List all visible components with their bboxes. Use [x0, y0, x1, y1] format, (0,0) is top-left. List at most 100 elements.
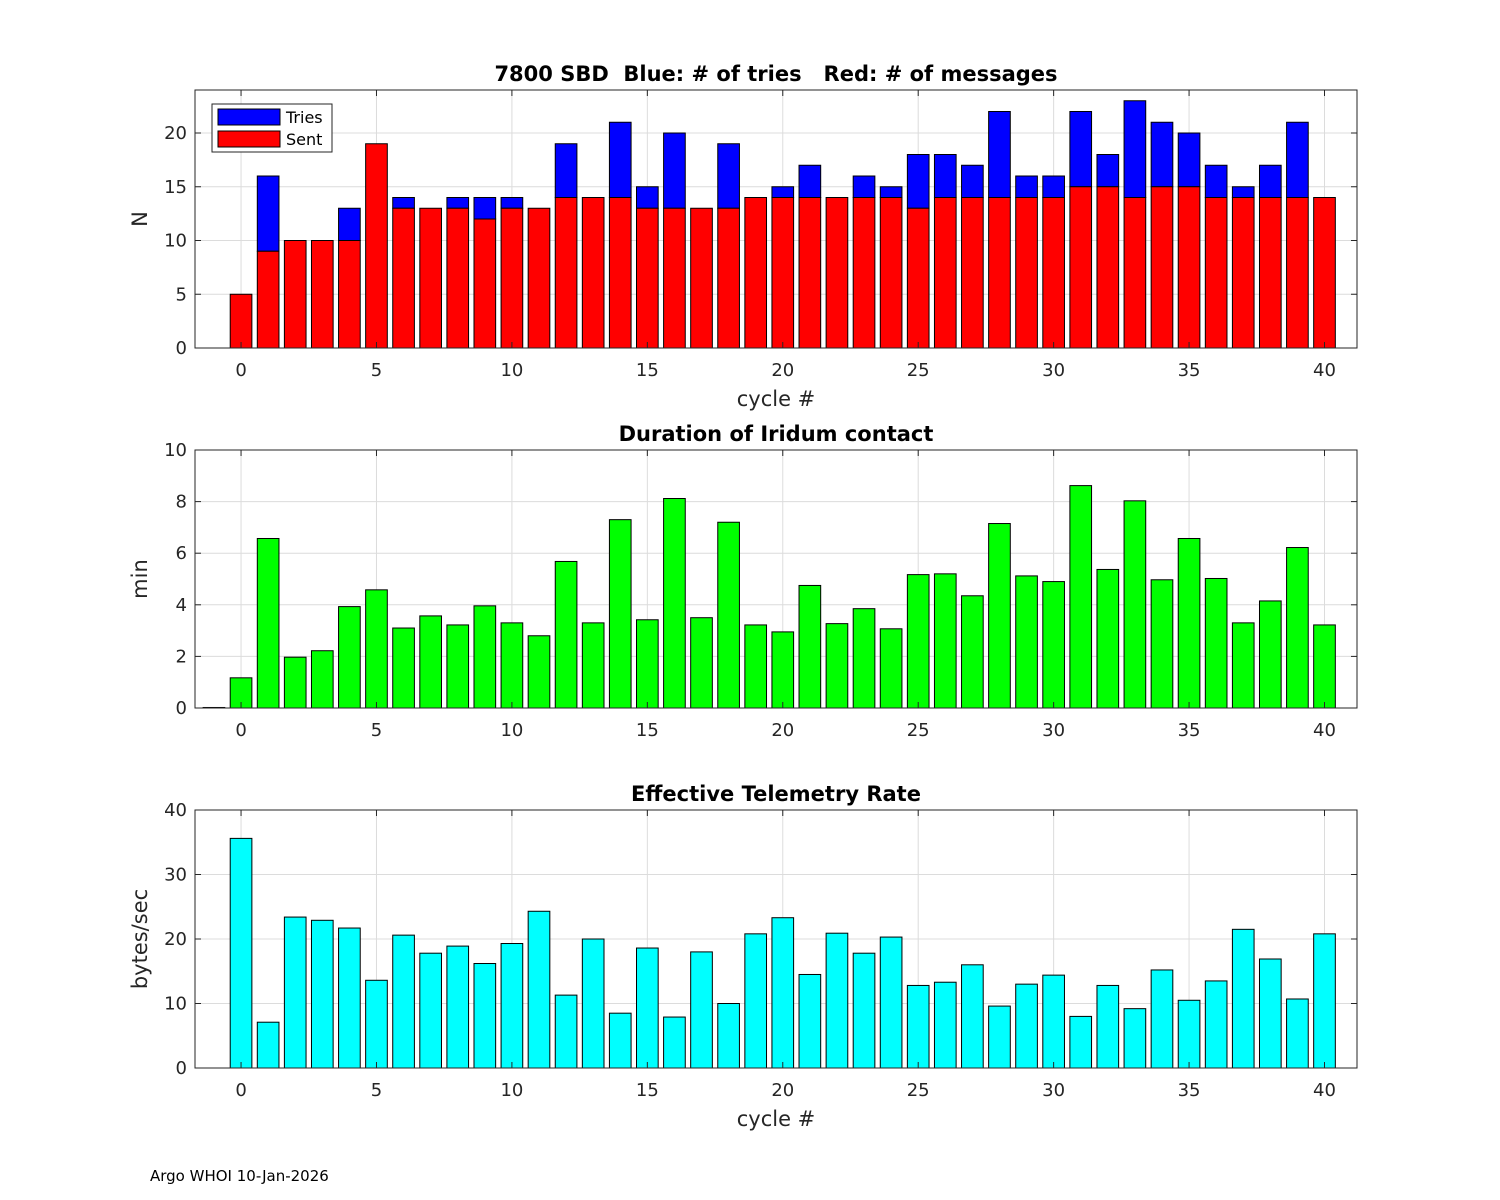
- bar-tries-9: [473, 197, 497, 220]
- bar-37: [1231, 928, 1255, 1069]
- x-tick-label: 0: [235, 720, 246, 741]
- bar-2: [283, 656, 307, 709]
- chart-title: Effective Telemetry Rate: [631, 782, 921, 806]
- bar-sent-1: [256, 250, 280, 349]
- bar-sent-22: [825, 197, 849, 349]
- x-tick-label: 40: [1313, 1080, 1336, 1101]
- bar-40: [1313, 933, 1336, 1069]
- x-tick-label: 5: [371, 720, 382, 741]
- y-axis-label: bytes/sec: [128, 889, 152, 989]
- bar-tries-26: [933, 154, 957, 198]
- bar-sent-27: [961, 197, 984, 349]
- legend: Tries Sent: [211, 103, 333, 153]
- bar-tries-1: [256, 175, 280, 252]
- x-tick-label: 0: [235, 360, 246, 381]
- bar-sent-7: [419, 207, 442, 349]
- bar-tries-29: [1015, 175, 1038, 198]
- bar-1: [256, 537, 280, 709]
- bar-22: [825, 932, 849, 1069]
- bar-19: [744, 933, 768, 1069]
- bar-22: [825, 623, 849, 709]
- bar-20: [771, 631, 795, 709]
- bar-sent-29: [1015, 197, 1038, 349]
- bar-sent-40: [1313, 197, 1336, 349]
- bar-13: [581, 938, 605, 1069]
- bar-32: [1096, 984, 1120, 1069]
- x-tick-label: 30: [1042, 720, 1065, 741]
- bar-28: [988, 1005, 1011, 1069]
- bar-30: [1042, 581, 1065, 709]
- y-tick-label: 0: [176, 1058, 187, 1079]
- bar-sent-13: [581, 197, 605, 349]
- bar-sent-11: [527, 207, 551, 349]
- bar-11: [527, 635, 551, 709]
- bar-28: [988, 523, 1011, 709]
- bar-9: [473, 605, 497, 709]
- bar-17: [690, 617, 713, 709]
- bar-3: [310, 919, 334, 1069]
- bar-tries-10: [500, 197, 524, 209]
- bar-tries-14: [608, 121, 632, 198]
- bar-5: [365, 979, 388, 1069]
- bar-tries-37: [1231, 186, 1255, 198]
- bar-8: [446, 945, 470, 1069]
- bar-9: [473, 963, 497, 1069]
- x-tick-label: 5: [371, 360, 382, 381]
- bar-13: [581, 622, 605, 709]
- bar-tries-33: [1123, 100, 1147, 198]
- bar-26: [933, 981, 957, 1069]
- bar-35: [1177, 537, 1201, 709]
- bar-tries-8: [446, 197, 470, 209]
- x-tick-label: 5: [371, 1080, 382, 1101]
- y-tick-label: 10: [164, 440, 187, 461]
- bar-23: [852, 608, 876, 709]
- bar-sent-38: [1258, 197, 1282, 349]
- bar-sent-16: [663, 207, 686, 349]
- bar-8: [446, 624, 470, 709]
- x-tick-label: 30: [1042, 1080, 1065, 1101]
- y-tick-label: 30: [164, 865, 187, 886]
- axes-box: [194, 89, 1358, 349]
- y-tick-label: 0: [176, 338, 187, 359]
- bar-sent-9: [473, 218, 497, 349]
- bar-36: [1204, 577, 1228, 709]
- x-tick-label: 10: [500, 1080, 523, 1101]
- bar-sent-32: [1096, 186, 1120, 349]
- telemetry-rate-chart: 0 5 10 15 20 25 30 35 40 0 10 20 30 40 Effective Telem…: [128, 782, 1358, 1131]
- bar-40: [1313, 624, 1336, 709]
- bar-tries-21: [798, 164, 822, 198]
- bar-24: [879, 936, 903, 1069]
- bar-sent-6: [392, 207, 415, 349]
- bar-tries-15: [636, 186, 659, 209]
- bar-24: [879, 628, 903, 709]
- bar-12: [554, 560, 578, 709]
- bar-tries-27: [961, 164, 984, 198]
- bar-tries-12: [554, 143, 578, 198]
- bar-27: [961, 964, 984, 1069]
- x-tick-label: 0: [235, 1080, 246, 1101]
- y-tick-label: 15: [164, 177, 187, 198]
- bar-tries-34: [1150, 121, 1174, 188]
- bar-sent-8: [446, 207, 470, 349]
- bar-2: [283, 916, 307, 1069]
- x-tick-label: 35: [1178, 360, 1201, 381]
- bar-sent-18: [717, 207, 740, 349]
- x-tick-label: 25: [907, 720, 930, 741]
- bar-19: [744, 624, 768, 709]
- y-tick-label: 4: [176, 595, 187, 616]
- y-tick-label: 20: [164, 929, 187, 950]
- x-tick-label: 40: [1313, 720, 1336, 741]
- bar-3: [310, 650, 334, 709]
- bar-34: [1150, 969, 1174, 1069]
- bar-38: [1258, 958, 1282, 1069]
- bar-tries-35: [1177, 132, 1201, 188]
- bar-sent-36: [1204, 197, 1228, 349]
- bar-6: [392, 627, 415, 709]
- bar-tries-38: [1258, 164, 1282, 198]
- bar-0: [229, 837, 253, 1069]
- bar-12: [554, 994, 578, 1069]
- bar-34: [1150, 579, 1174, 709]
- bar-sent-30: [1042, 197, 1065, 349]
- y-axis-label: N: [128, 211, 152, 227]
